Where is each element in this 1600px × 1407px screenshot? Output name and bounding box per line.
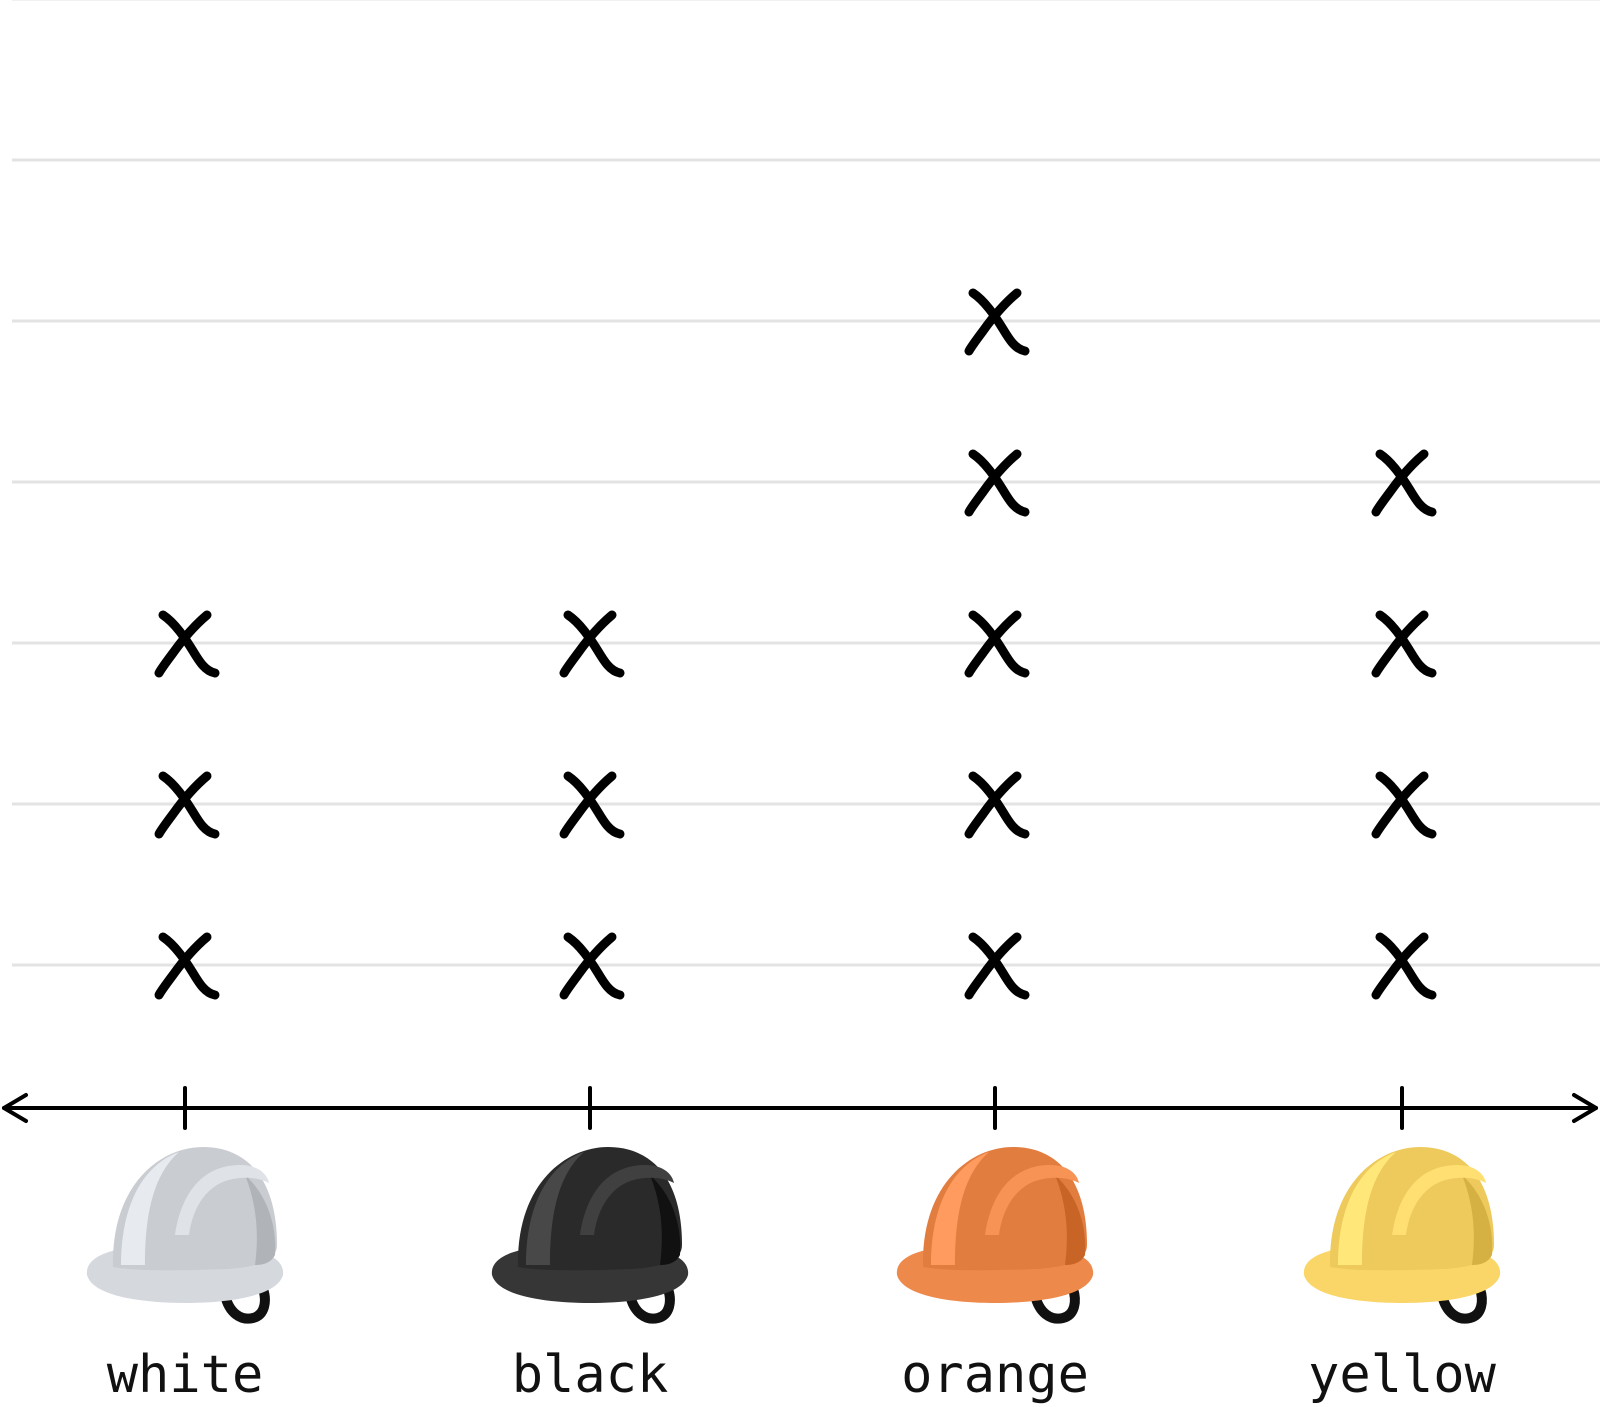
x-mark-orange (964, 610, 1030, 678)
x-mark-yellow (1371, 932, 1437, 1000)
x-mark-white (154, 771, 220, 839)
x-marks (154, 288, 1437, 1000)
category-label-orange: orange (901, 1345, 1089, 1405)
category-label-white: white (107, 1345, 264, 1405)
hard-hat-icon (1303, 1147, 1501, 1324)
x-mark-orange (964, 771, 1030, 839)
category-label-yellow: yellow (1308, 1345, 1497, 1405)
x-mark-yellow (1371, 610, 1437, 678)
x-mark-black (559, 610, 625, 678)
hard-hat-icon (86, 1147, 284, 1324)
x-mark-orange (964, 449, 1030, 517)
category-label-black: black (512, 1345, 669, 1405)
x-mark-white (154, 610, 220, 678)
hard-hat-icon (896, 1147, 1094, 1324)
x-mark-yellow (1371, 449, 1437, 517)
category-icons (86, 1147, 1501, 1324)
axis-arrow-right (1572, 1093, 1598, 1123)
grid-lines (12, 0, 1600, 967)
axis-arrow-left (2, 1093, 28, 1123)
x-mark-black (559, 771, 625, 839)
category-labels: white black orange yellow (107, 1345, 1497, 1405)
x-mark-black (559, 932, 625, 1000)
x-mark-yellow (1371, 771, 1437, 839)
x-mark-orange (964, 288, 1030, 356)
x-mark-white (154, 932, 220, 1000)
x-mark-orange (964, 932, 1030, 1000)
hard-hat-icon (491, 1147, 689, 1324)
x-axis (2, 1086, 1598, 1130)
